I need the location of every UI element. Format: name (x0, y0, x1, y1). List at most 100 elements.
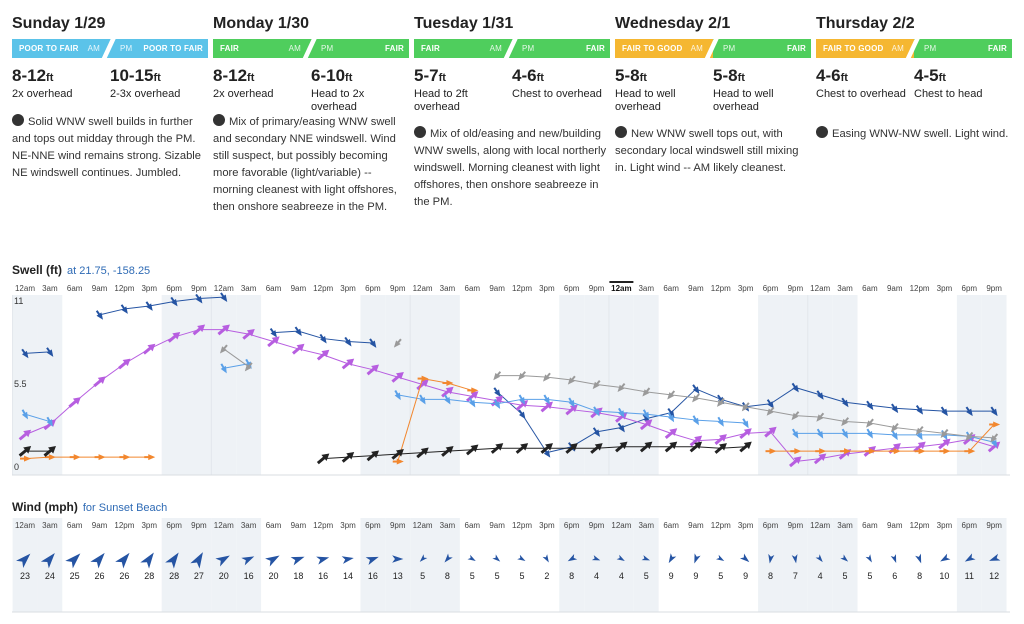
swell-arrow[interactable] (564, 401, 581, 417)
swell-arrow[interactable] (343, 336, 354, 348)
swell-arrow[interactable] (840, 428, 851, 441)
swell-arrow[interactable] (589, 440, 606, 456)
swell-arrow[interactable] (616, 422, 627, 434)
swell-arrow[interactable] (864, 448, 876, 455)
swell-arrow[interactable] (613, 439, 630, 455)
swell-arrow[interactable] (17, 427, 34, 443)
wind-arrow[interactable] (691, 553, 701, 564)
swell-arrow[interactable] (790, 382, 801, 394)
wind-arrow[interactable] (418, 554, 428, 563)
swell-arrow[interactable] (514, 440, 531, 456)
wind-arrow[interactable] (290, 553, 306, 566)
swell-arrow[interactable] (764, 405, 776, 417)
swell-arrow[interactable] (765, 398, 776, 410)
wind-arrow[interactable] (938, 553, 951, 565)
swell-arrow[interactable] (590, 379, 602, 391)
swell-arrow[interactable] (739, 401, 751, 413)
swell-arrow[interactable] (963, 431, 975, 443)
swell-arrow[interactable] (390, 446, 407, 462)
swell-arrow[interactable] (691, 414, 702, 427)
swell-arrow[interactable] (840, 396, 851, 408)
wind-arrow[interactable] (739, 553, 751, 564)
swell-arrow[interactable] (67, 394, 84, 410)
swell-arrow[interactable] (218, 343, 230, 355)
swell-arrow[interactable] (418, 393, 429, 406)
swell-arrow[interactable] (864, 417, 876, 429)
wind-arrow[interactable] (140, 549, 158, 569)
swell-arrow[interactable] (92, 373, 109, 389)
swell-arrow[interactable] (492, 386, 503, 398)
swell-arrow[interactable] (218, 291, 229, 303)
swell-arrow[interactable] (119, 454, 131, 461)
swell-arrow[interactable] (417, 375, 429, 382)
swell-arrow[interactable] (340, 449, 357, 465)
wind-arrow[interactable] (265, 551, 282, 567)
swell-arrow[interactable] (440, 443, 457, 459)
swell-arrow[interactable] (741, 417, 752, 430)
swell-arrow[interactable] (814, 411, 826, 423)
wind-arrow[interactable] (16, 550, 34, 568)
swell-arrow[interactable] (464, 441, 481, 457)
swell-arrow[interactable] (566, 374, 578, 386)
swell-arrow[interactable] (812, 450, 829, 466)
swell-arrow[interactable] (638, 416, 655, 432)
wind-arrow[interactable] (40, 550, 59, 569)
wind-arrow[interactable] (492, 554, 502, 563)
swell-arrow[interactable] (912, 439, 929, 455)
swell-arrow[interactable] (393, 389, 404, 402)
swell-arrow[interactable] (194, 293, 205, 305)
swell-arrow[interactable] (865, 399, 876, 411)
swell-arrow[interactable] (839, 416, 851, 428)
swell-arrow[interactable] (691, 383, 702, 395)
swell-arrow[interactable] (663, 439, 680, 455)
swell-arrow[interactable] (765, 448, 777, 455)
swell-arrow[interactable] (365, 361, 382, 377)
swell-arrow[interactable] (219, 362, 230, 375)
swell-arrow[interactable] (716, 416, 727, 429)
wind-arrow[interactable] (241, 553, 256, 566)
swell-arrow[interactable] (914, 448, 926, 455)
swell-arrow[interactable] (688, 439, 705, 455)
swell-arrow[interactable] (640, 386, 652, 398)
wind-arrow[interactable] (963, 553, 976, 564)
swell-arrow[interactable] (144, 454, 156, 461)
wind-arrow[interactable] (815, 554, 825, 564)
swell-arrow[interactable] (815, 389, 826, 401)
swell-arrow[interactable] (415, 376, 432, 392)
swell-arrow[interactable] (489, 440, 506, 456)
swell-arrow[interactable] (241, 326, 258, 342)
swell-arrow[interactable] (266, 333, 283, 349)
swell-arrow[interactable] (141, 341, 158, 357)
swell-arrow[interactable] (365, 447, 382, 463)
swell-arrow[interactable] (45, 346, 56, 358)
swell-arrow[interactable] (638, 439, 655, 455)
wind-arrow[interactable] (641, 555, 651, 563)
wind-arrow[interactable] (767, 553, 775, 564)
swell-arrow[interactable] (738, 439, 755, 455)
swell-arrow[interactable] (20, 408, 31, 421)
swell-arrow[interactable] (392, 458, 404, 465)
wind-arrow[interactable] (115, 549, 133, 569)
swell-arrow[interactable] (390, 369, 407, 385)
swell-arrow[interactable] (42, 443, 59, 459)
wind-arrow[interactable] (65, 550, 84, 569)
swell-arrow[interactable] (964, 448, 976, 455)
swell-arrow[interactable] (889, 448, 901, 455)
swell-arrow[interactable] (242, 361, 254, 373)
swell-arrow[interactable] (591, 405, 602, 418)
swell-arrow[interactable] (790, 448, 802, 455)
swell-location[interactable]: at 21.75, -158.25 (67, 265, 151, 277)
swell-arrow[interactable] (738, 425, 755, 441)
swell-arrow[interactable] (539, 399, 556, 415)
swell-arrow[interactable] (94, 309, 105, 321)
swell-arrow[interactable] (216, 321, 233, 337)
swell-arrow[interactable] (937, 436, 954, 452)
wind-arrow[interactable] (666, 553, 677, 565)
swell-arrow[interactable] (69, 454, 81, 461)
swell-arrow[interactable] (169, 296, 180, 308)
swell-arrow[interactable] (315, 347, 332, 363)
swell-arrow[interactable] (442, 393, 453, 406)
swell-arrow[interactable] (641, 408, 652, 421)
swell-arrow[interactable] (889, 402, 900, 414)
